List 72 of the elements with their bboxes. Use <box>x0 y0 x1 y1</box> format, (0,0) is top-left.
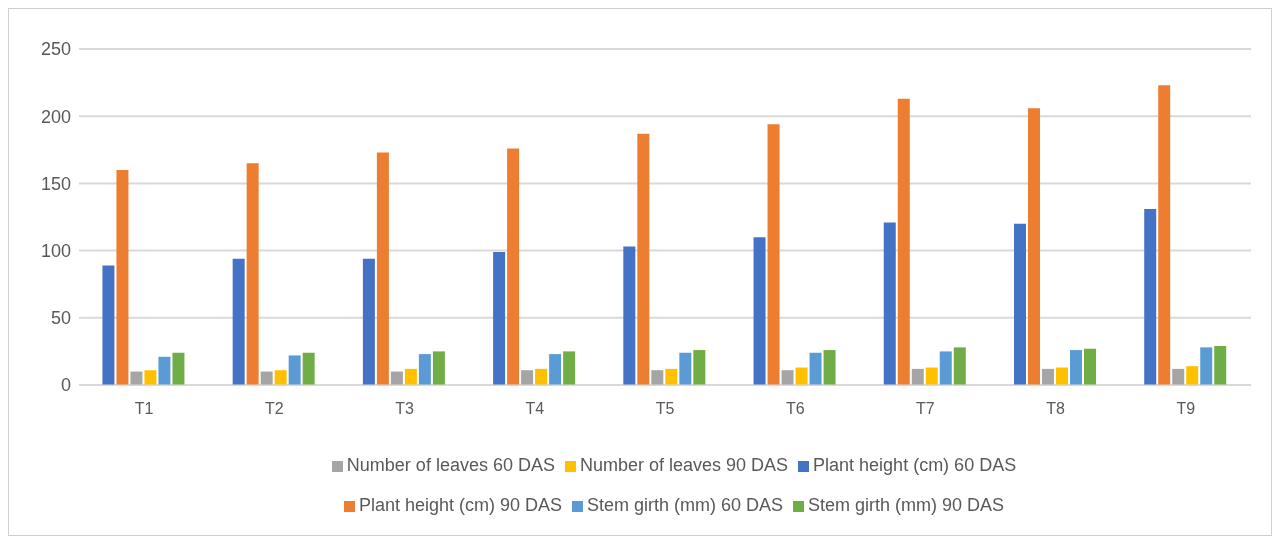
bar <box>521 370 534 385</box>
bar <box>693 350 706 385</box>
bar <box>102 265 115 385</box>
bar <box>953 347 966 385</box>
bar <box>274 370 287 385</box>
bar <box>158 356 171 385</box>
bar <box>911 368 924 385</box>
bar <box>549 354 562 385</box>
bar <box>651 370 664 385</box>
bar <box>507 148 520 385</box>
bar <box>302 352 315 385</box>
x-tick-label: T8 <box>1046 400 1066 418</box>
bar <box>665 368 678 385</box>
bar <box>1214 346 1227 385</box>
x-tick-label: T2 <box>265 400 284 418</box>
legend-label: Stem girth (mm) 90 DAS <box>808 495 1005 515</box>
y-tick-label: 200 <box>40 106 71 127</box>
bar <box>1144 208 1157 385</box>
legend-label: Plant height (cm) 90 DAS <box>358 495 562 515</box>
y-tick-label: 250 <box>40 39 71 60</box>
x-tick-label: T9 <box>1176 400 1196 418</box>
bar <box>288 355 301 385</box>
bar <box>753 237 766 385</box>
bar <box>1056 367 1068 385</box>
y-tick-label: 50 <box>50 308 71 329</box>
bar <box>493 251 506 385</box>
bar <box>144 370 157 385</box>
x-tick-label: T3 <box>395 400 414 418</box>
bar <box>404 368 417 385</box>
bar <box>897 98 910 385</box>
bar <box>376 152 389 385</box>
bar <box>418 354 431 385</box>
bar <box>1186 366 1199 385</box>
bar <box>246 163 259 385</box>
x-tick-label: T6 <box>785 400 805 418</box>
y-tick-label: 150 <box>40 173 71 194</box>
bar <box>232 258 245 385</box>
bar <box>362 258 375 385</box>
bar <box>1172 368 1185 385</box>
legend-label: Plant height (cm) 60 DAS <box>813 455 1017 475</box>
bar <box>1028 108 1040 385</box>
x-tick-label: T5 <box>655 400 675 418</box>
legend-label: Stem girth (mm) 60 DAS <box>587 495 784 515</box>
bar <box>809 352 822 385</box>
legend-label: Number of leaves 60 DAS <box>346 455 555 475</box>
y-tick-label: 0 <box>60 375 71 396</box>
bar <box>925 367 938 385</box>
bar <box>623 246 636 385</box>
bar <box>823 350 836 385</box>
bar <box>883 222 896 385</box>
x-tick-label: T1 <box>134 400 154 418</box>
bar <box>563 351 576 385</box>
bar <box>116 169 129 385</box>
bar <box>1200 347 1213 385</box>
bar <box>637 133 650 385</box>
bar <box>679 352 692 385</box>
bar <box>535 368 548 385</box>
bar <box>1084 348 1096 385</box>
bar <box>795 367 808 385</box>
bar <box>1014 223 1026 385</box>
bar <box>432 351 445 385</box>
bar <box>1042 368 1054 385</box>
y-tick-label: 100 <box>40 240 71 261</box>
x-tick-label: T7 <box>916 400 935 418</box>
legend-label: Number of leaves 90 DAS <box>579 455 789 475</box>
x-tick-label: T4 <box>525 400 545 418</box>
bar <box>1070 350 1082 385</box>
bar <box>767 124 780 385</box>
bar <box>939 351 952 385</box>
bar <box>781 370 794 385</box>
bar <box>172 352 185 385</box>
bar <box>1158 85 1171 385</box>
